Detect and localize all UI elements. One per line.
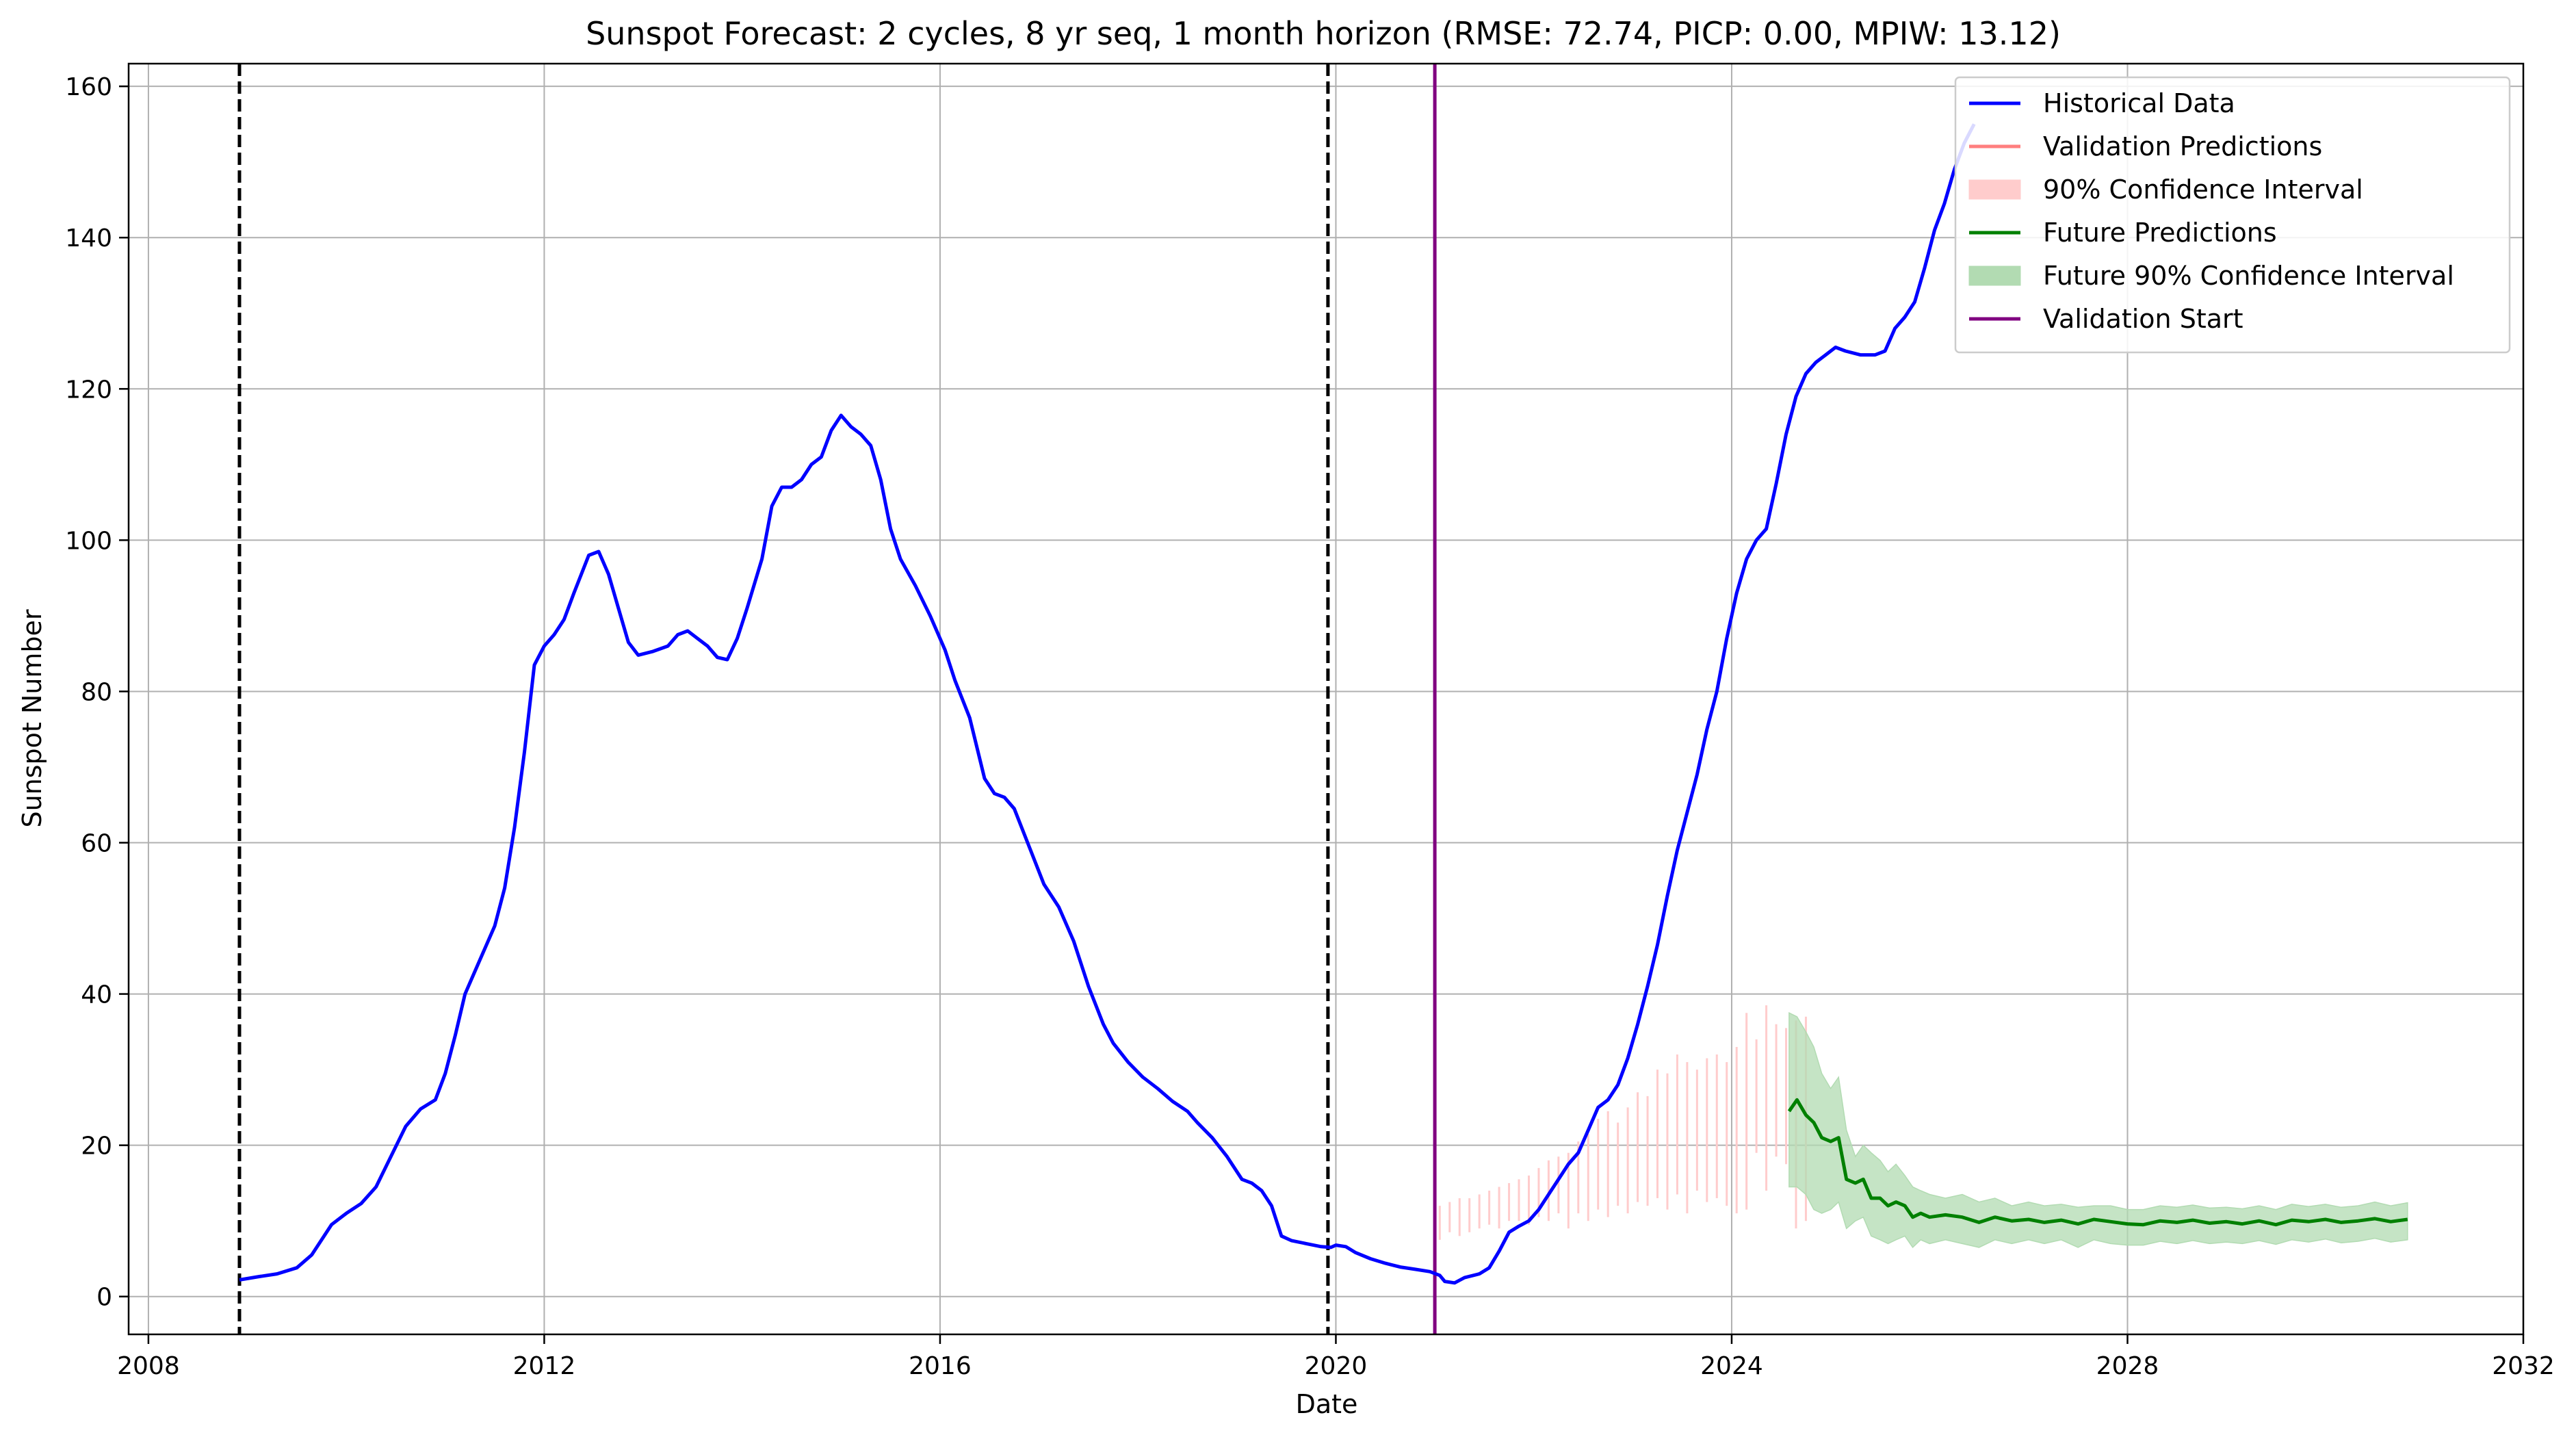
plot-frame — [127, 62, 2525, 1336]
x-tick-label: 2028 — [2096, 1352, 2159, 1380]
legend-label: Validation Predictions — [2043, 131, 2322, 161]
y-tick-label: 100 — [65, 527, 112, 555]
plot-area — [127, 62, 2525, 1336]
x-axis: 2008 2012 2016 2020 2024 2028 2032 — [117, 1334, 2555, 1380]
chart-title: Sunspot Forecast: 2 cycles, 8 yr seq, 1 … — [586, 15, 2061, 52]
legend: Historical Data Validation Predictions 90%… — [1954, 76, 2511, 354]
future-ci-area — [1788, 1012, 2408, 1249]
future-confidence-interval — [1788, 1012, 2408, 1249]
legend-label: Validation Start — [2043, 304, 2243, 334]
x-tick-label: 2012 — [513, 1352, 576, 1380]
y-axis-label: Sunspot Number — [17, 609, 47, 827]
y-tick-label: 120 — [65, 376, 112, 404]
y-tick-label: 0 — [96, 1284, 112, 1312]
x-tick-label: 2016 — [909, 1352, 972, 1380]
x-tick-label: 2020 — [1305, 1352, 1368, 1380]
y-tick-label: 20 — [81, 1132, 112, 1161]
legend-label: Future Predictions — [2043, 218, 2277, 248]
y-tick-label: 40 — [81, 981, 112, 1009]
legend-box — [1954, 76, 2511, 354]
x-tick-label: 2032 — [2492, 1352, 2555, 1380]
legend-swatch — [1968, 179, 2021, 200]
y-tick-label: 160 — [65, 73, 112, 101]
y-tick-label: 60 — [81, 830, 112, 858]
historical-data-line — [239, 123, 1976, 1285]
series — [239, 123, 2408, 1285]
future-predictions-line — [1787, 1098, 2408, 1227]
y-tick-label: 80 — [81, 678, 112, 706]
vertical-markers — [237, 64, 1437, 1334]
x-tick-label: 2024 — [1700, 1352, 1763, 1380]
x-axis-label: Date — [1296, 1389, 1358, 1419]
legend-label: 90% Confidence Interval — [2043, 174, 2363, 205]
y-axis: 0 20 40 60 80 100 120 140 160 — [65, 73, 129, 1312]
x-tick-label: 2008 — [117, 1352, 180, 1380]
legend-label: Future 90% Confidence Interval — [2043, 261, 2454, 291]
legend-label: Historical Data — [2043, 88, 2235, 118]
grid — [129, 64, 2524, 1334]
legend-swatch — [1968, 266, 2021, 286]
y-tick-label: 140 — [65, 224, 112, 253]
